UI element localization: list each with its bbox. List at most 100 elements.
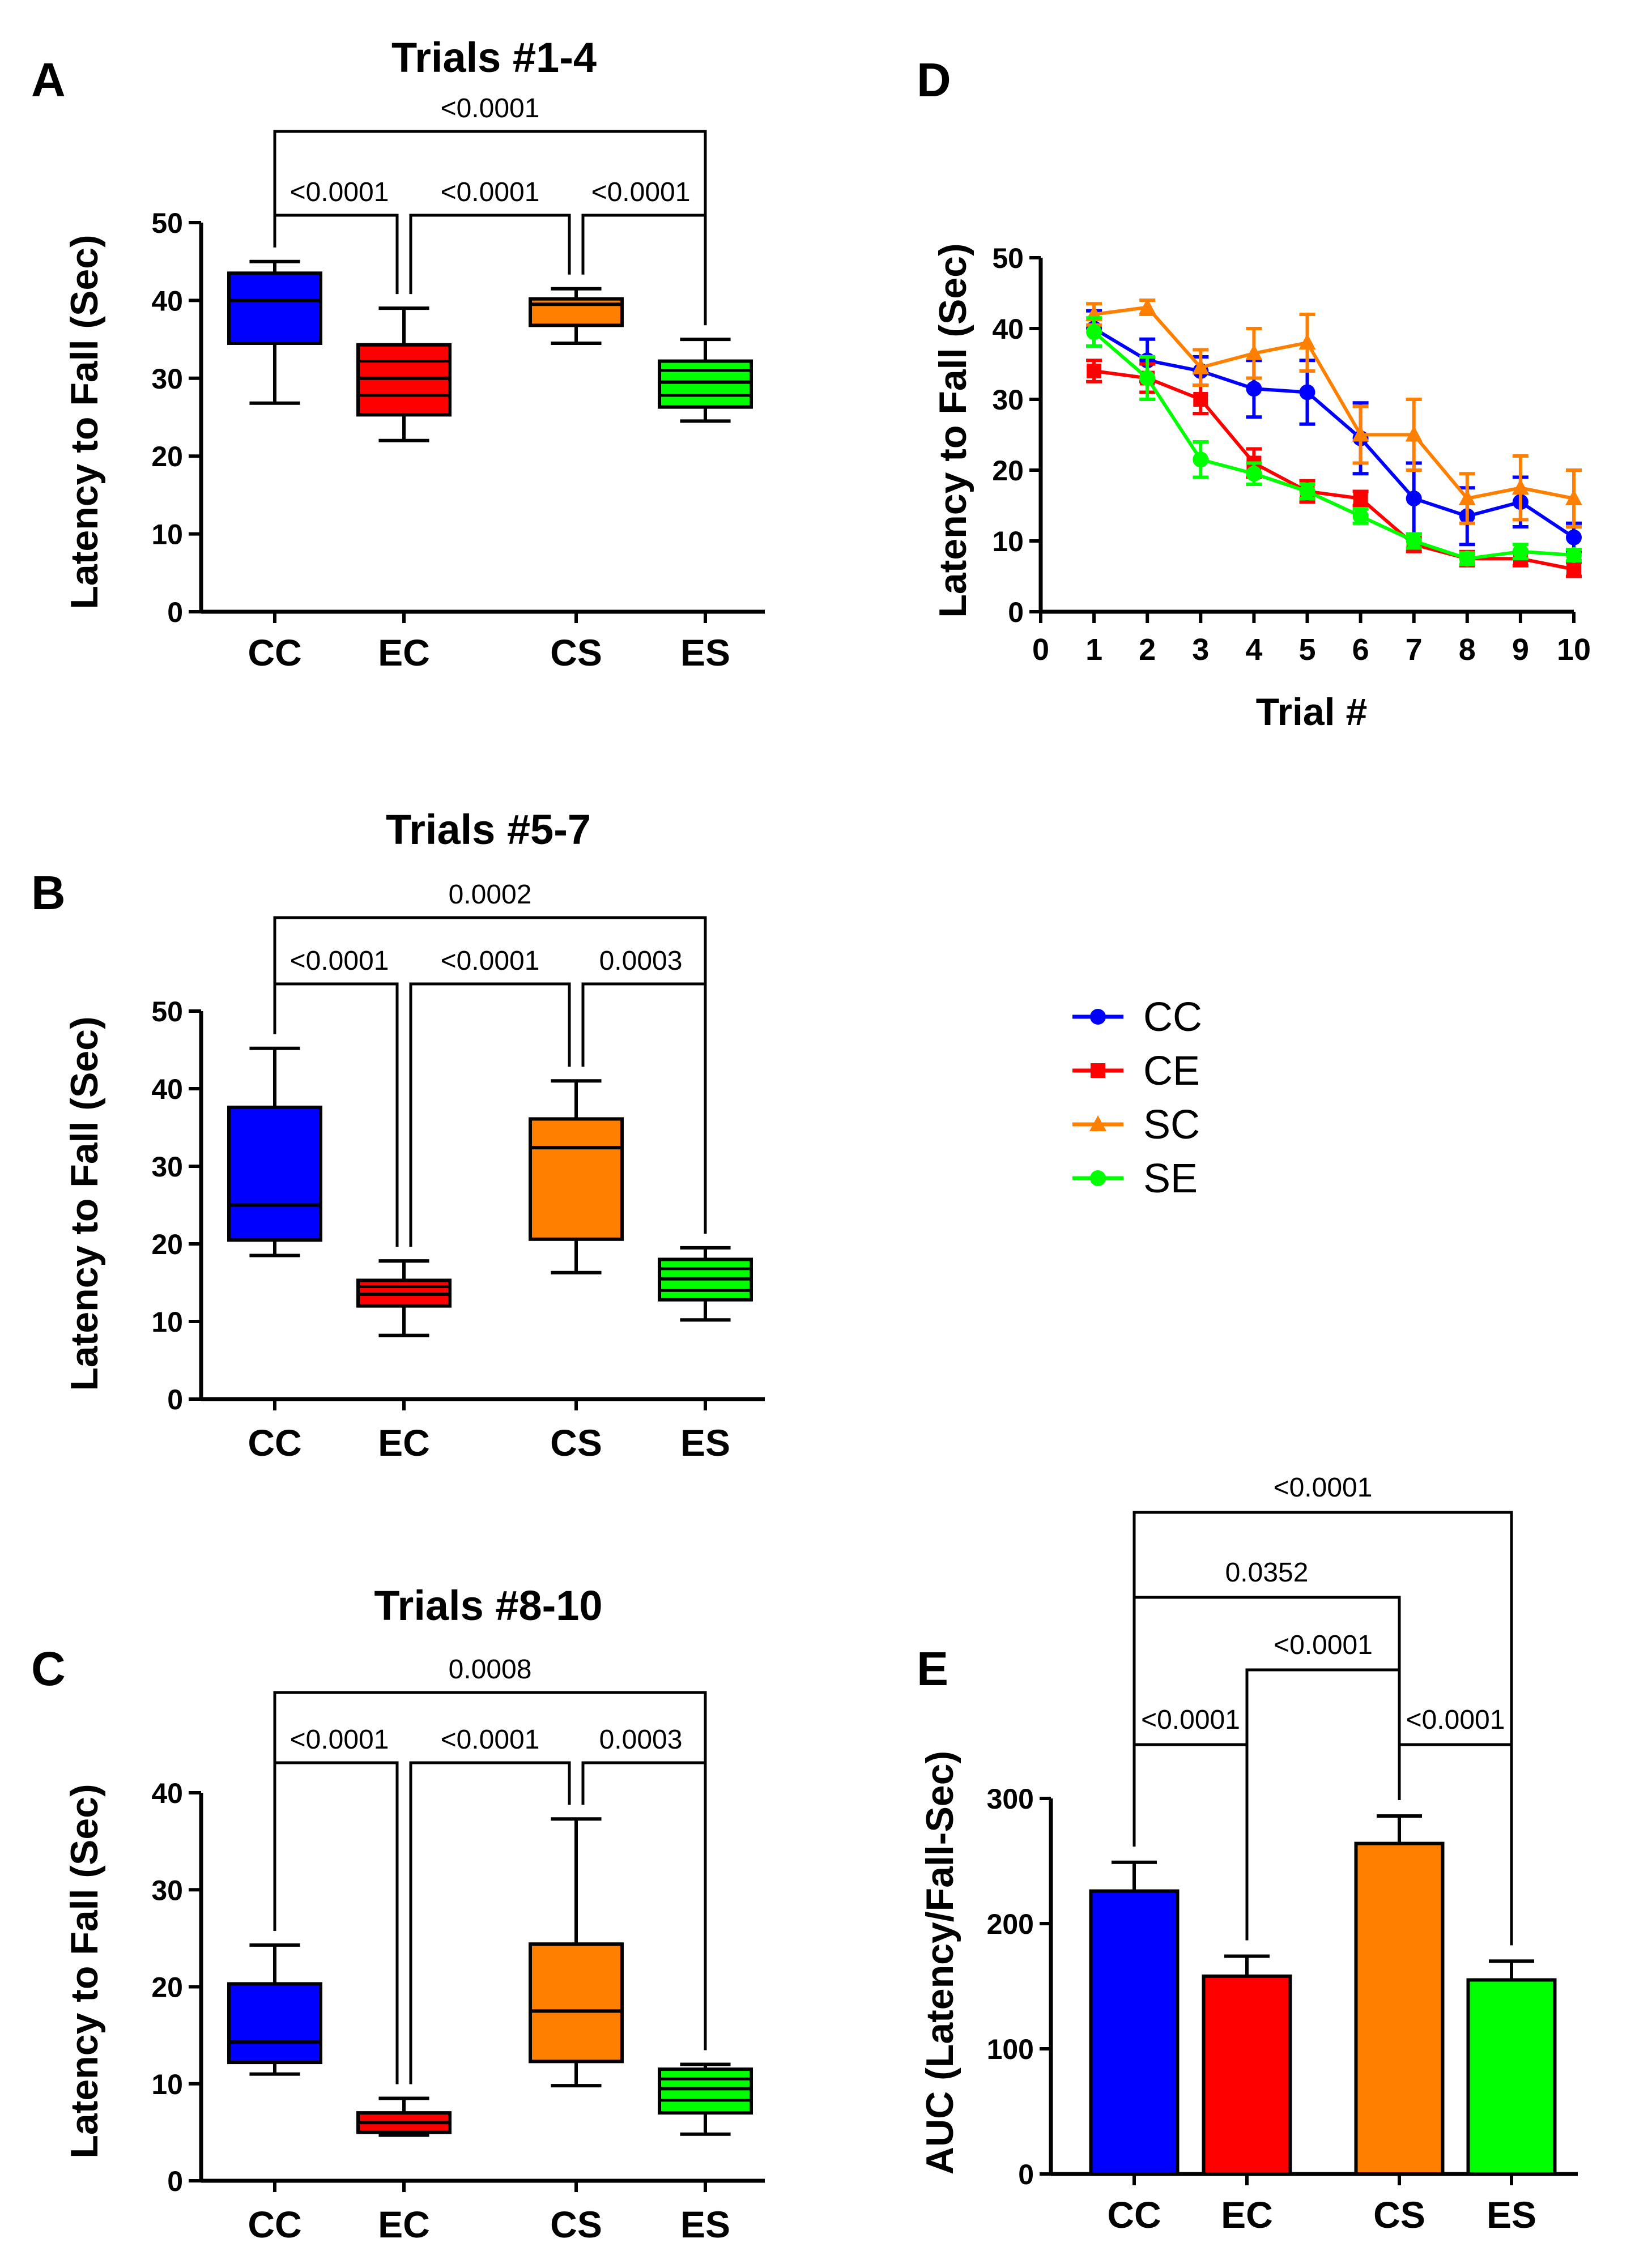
y-tick-label: 300 xyxy=(987,1783,1034,1815)
panel-b-plot: 0 10 20 30 40 50 CC EC CS ES 0.0002 <0.0001 <0.0001 0… xyxy=(151,880,765,1464)
comparison-bracket: 0.0003 xyxy=(581,946,707,1234)
bracket-line xyxy=(409,214,571,295)
data-point xyxy=(1352,508,1369,525)
panel-d-plot: 0 10 20 30 40 50 0 1 2 3 4 5 6 7 8 9 10 xyxy=(992,242,1591,667)
data-point xyxy=(1352,425,1369,442)
x-tick-label-cs: CS xyxy=(550,2203,602,2245)
comparison-bracket: <0.0001 xyxy=(409,1725,571,2084)
y-tick-label: 200 xyxy=(987,1908,1034,1940)
panel-a-plot: 0 10 20 30 40 50 CC EC CS ES <0.0001 <0.0001 <0.0001… xyxy=(151,93,765,673)
legend-entry-se: SE xyxy=(1072,1156,1198,1201)
x-tick-label: 6 xyxy=(1352,633,1369,667)
p-value-label: <0.0001 xyxy=(1274,1630,1373,1660)
bracket-line xyxy=(273,1761,399,2084)
bracket-line xyxy=(409,982,571,1247)
legend-swatch-marker xyxy=(1090,1009,1106,1025)
x-tick-label: 5 xyxy=(1298,633,1315,667)
x-tick-label: 3 xyxy=(1192,633,1209,667)
comparison-bracket: 0.0008 xyxy=(273,1655,707,2050)
y-tick-label: 30 xyxy=(992,384,1024,416)
bracket-line xyxy=(581,982,707,1234)
data-point xyxy=(1565,489,1582,505)
box-ec xyxy=(356,1259,452,1337)
box-iqr xyxy=(529,1942,624,2064)
panel-d-x-label: Trial # xyxy=(1256,690,1368,734)
panel-d: D Latency to Fall (Sec) Trial # 01020304… xyxy=(917,53,1591,1201)
series-line xyxy=(1093,330,1574,561)
data-point xyxy=(1512,543,1528,560)
p-value-label: 0.0003 xyxy=(599,1725,683,1755)
data-point xyxy=(1139,298,1156,314)
y-tick-label: 50 xyxy=(151,207,183,239)
bar-es xyxy=(1466,1959,1557,2176)
box-ec xyxy=(356,2096,452,2137)
x-tick-label-cc: CC xyxy=(1107,2194,1161,2236)
p-value-label: 0.0008 xyxy=(449,1655,532,1685)
comparison-bracket: 0.0003 xyxy=(581,1725,707,2050)
panel-a-label: A xyxy=(31,53,66,106)
data-point xyxy=(1245,344,1263,360)
y-tick-label: 10 xyxy=(151,2069,183,2100)
y-tick-label: 40 xyxy=(151,1073,183,1105)
bar-cc xyxy=(1089,1860,1180,2176)
legend-entry-ce: CE xyxy=(1072,1048,1200,1094)
data-point xyxy=(1087,364,1102,378)
panel-a: A Trials #1-4 Latency to Fall (Sec) 0 10 2… xyxy=(31,34,765,673)
x-tick-label-es: ES xyxy=(680,632,730,673)
panel-d-label: D xyxy=(917,53,951,106)
comparison-bracket: <0.0001 xyxy=(273,93,707,326)
y-tick-label: 50 xyxy=(151,996,183,1028)
box-iqr xyxy=(658,359,753,409)
y-tick-label: 0 xyxy=(1018,2159,1034,2190)
y-tick-label: 10 xyxy=(151,519,183,551)
x-tick-label-cc: CC xyxy=(248,632,301,673)
comparison-bracket: <0.0001 xyxy=(1398,1705,1513,1946)
bracket-line xyxy=(1398,1743,1513,1946)
box-iqr xyxy=(529,1117,624,1241)
x-tick-label: 8 xyxy=(1459,633,1476,667)
p-value-label: <0.0001 xyxy=(290,177,389,207)
panel-b-title: Trials #5-7 xyxy=(386,806,591,853)
box-ec xyxy=(356,306,452,442)
bracket-line xyxy=(581,214,707,326)
panel-c-label: C xyxy=(31,1642,66,1695)
comparison-bracket: <0.0001 xyxy=(409,946,571,1247)
panel-c-title: Trials #8-10 xyxy=(374,1582,602,1629)
data-point xyxy=(1353,491,1368,506)
panel-a-title: Trials #1-4 xyxy=(391,34,597,81)
x-tick-label-cs: CS xyxy=(1373,2194,1425,2236)
comparison-bracket: <0.0001 xyxy=(273,177,399,295)
data-point xyxy=(1246,466,1262,482)
panel-c-y-label: Latency to Fall (Sec) xyxy=(63,1784,106,2158)
comparison-bracket: <0.0001 xyxy=(1132,1473,1513,1946)
comparison-bracket: <0.0001 xyxy=(273,946,399,1247)
series-sc xyxy=(1085,298,1582,528)
comparison-bracket: 0.0352 xyxy=(1132,1558,1401,1847)
box-cc xyxy=(227,1943,322,2076)
data-point xyxy=(1139,370,1156,386)
p-value-label: 0.0002 xyxy=(449,880,532,910)
x-tick-label-cs: CS xyxy=(550,632,602,673)
legend-label: SC xyxy=(1143,1102,1200,1148)
x-tick-label: 2 xyxy=(1139,633,1156,667)
bar-cs xyxy=(1354,1814,1445,2176)
p-value-label: <0.0001 xyxy=(441,93,540,123)
bracket-line xyxy=(273,982,399,1247)
bar-ec xyxy=(1202,1954,1292,2176)
comparison-bracket: <0.0001 xyxy=(581,177,707,326)
x-tick-label-ec: EC xyxy=(378,1422,430,1464)
x-tick-label: 9 xyxy=(1512,633,1529,667)
series-cc xyxy=(1086,309,1582,553)
legend-label: SE xyxy=(1143,1156,1198,1201)
p-value-label: <0.0001 xyxy=(1274,1473,1373,1503)
data-point xyxy=(1406,533,1422,549)
box-iqr xyxy=(658,2067,753,2115)
p-value-label: <0.0001 xyxy=(441,1725,540,1755)
data-point xyxy=(1193,451,1209,468)
legend-swatch-marker xyxy=(1090,1170,1106,1186)
panel-e-label: E xyxy=(917,1642,948,1695)
bar xyxy=(1354,1841,1445,2176)
panel-d-y-label: Latency to Fall (Sec) xyxy=(931,243,974,617)
y-tick-label: 30 xyxy=(151,363,183,395)
box-es xyxy=(658,2062,753,2136)
